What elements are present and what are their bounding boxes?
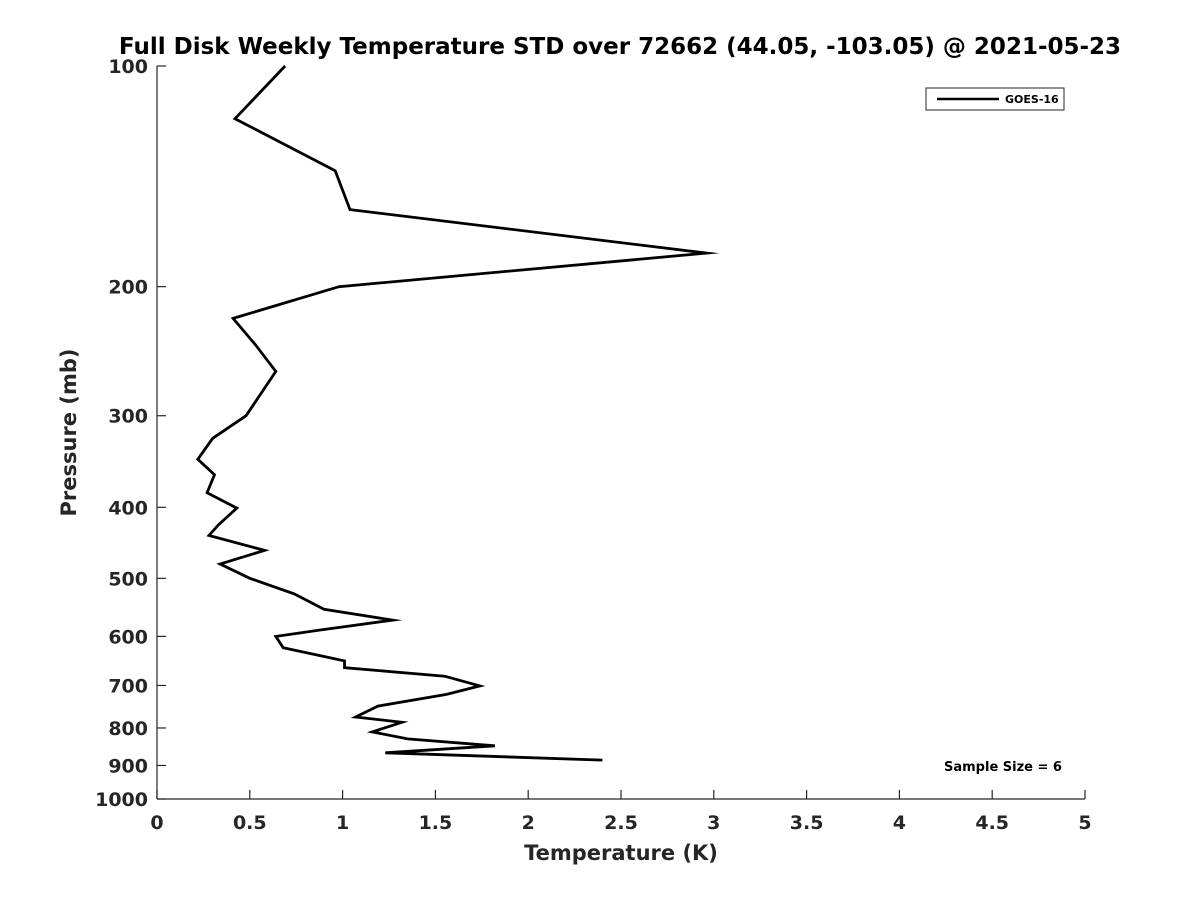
y-tick-label: 200 xyxy=(108,277,148,299)
x-tick-label: 3.5 xyxy=(790,812,824,834)
x-tick-label: 0 xyxy=(150,812,163,834)
chart-title: Full Disk Weekly Temperature STD over 72… xyxy=(119,34,1121,60)
y-tick-label: 1000 xyxy=(95,789,148,811)
legend: GOES-16 xyxy=(925,87,1065,111)
series-line-goes-16 xyxy=(195,65,720,762)
y-tick-label: 600 xyxy=(108,626,148,648)
y-tick-label: 900 xyxy=(108,755,148,777)
x-tick-label: 1.5 xyxy=(419,812,453,834)
plot-axes xyxy=(156,66,1085,800)
y-tick-label: 300 xyxy=(108,406,148,428)
legend-label-goes-16: GOES-16 xyxy=(1005,93,1059,106)
y-axis-title: Pressure (mb) xyxy=(57,349,81,517)
x-tick-label: 4 xyxy=(893,812,906,834)
x-tick-label: 3 xyxy=(707,812,720,834)
y-tick-label: 700 xyxy=(108,675,148,697)
y-tick-label: 800 xyxy=(108,718,148,740)
y-tick-label: 100 xyxy=(108,56,148,78)
x-tick-label: 0.5 xyxy=(233,812,267,834)
y-tick-label: 400 xyxy=(108,497,148,519)
x-tick-label: 1 xyxy=(336,812,349,834)
x-tick-label: 2.5 xyxy=(604,812,638,834)
x-tick-label: 2 xyxy=(522,812,535,834)
x-axis-ticks: 0 0.5 1 1.5 2 2.5 3 3.5 4 4.5 5 xyxy=(150,790,1092,834)
series-layer xyxy=(195,65,720,762)
x-tick-label: 5 xyxy=(1078,812,1091,834)
sample-size-annotation: Sample Size = 6 xyxy=(944,760,1062,775)
y-axis-ticks: 100 200 300 400 500 600 700 800 900 1000 xyxy=(95,56,166,811)
x-tick-label: 4.5 xyxy=(975,812,1009,834)
y-tick-label: 500 xyxy=(108,568,148,590)
x-axis-title: Temperature (K) xyxy=(524,841,718,865)
